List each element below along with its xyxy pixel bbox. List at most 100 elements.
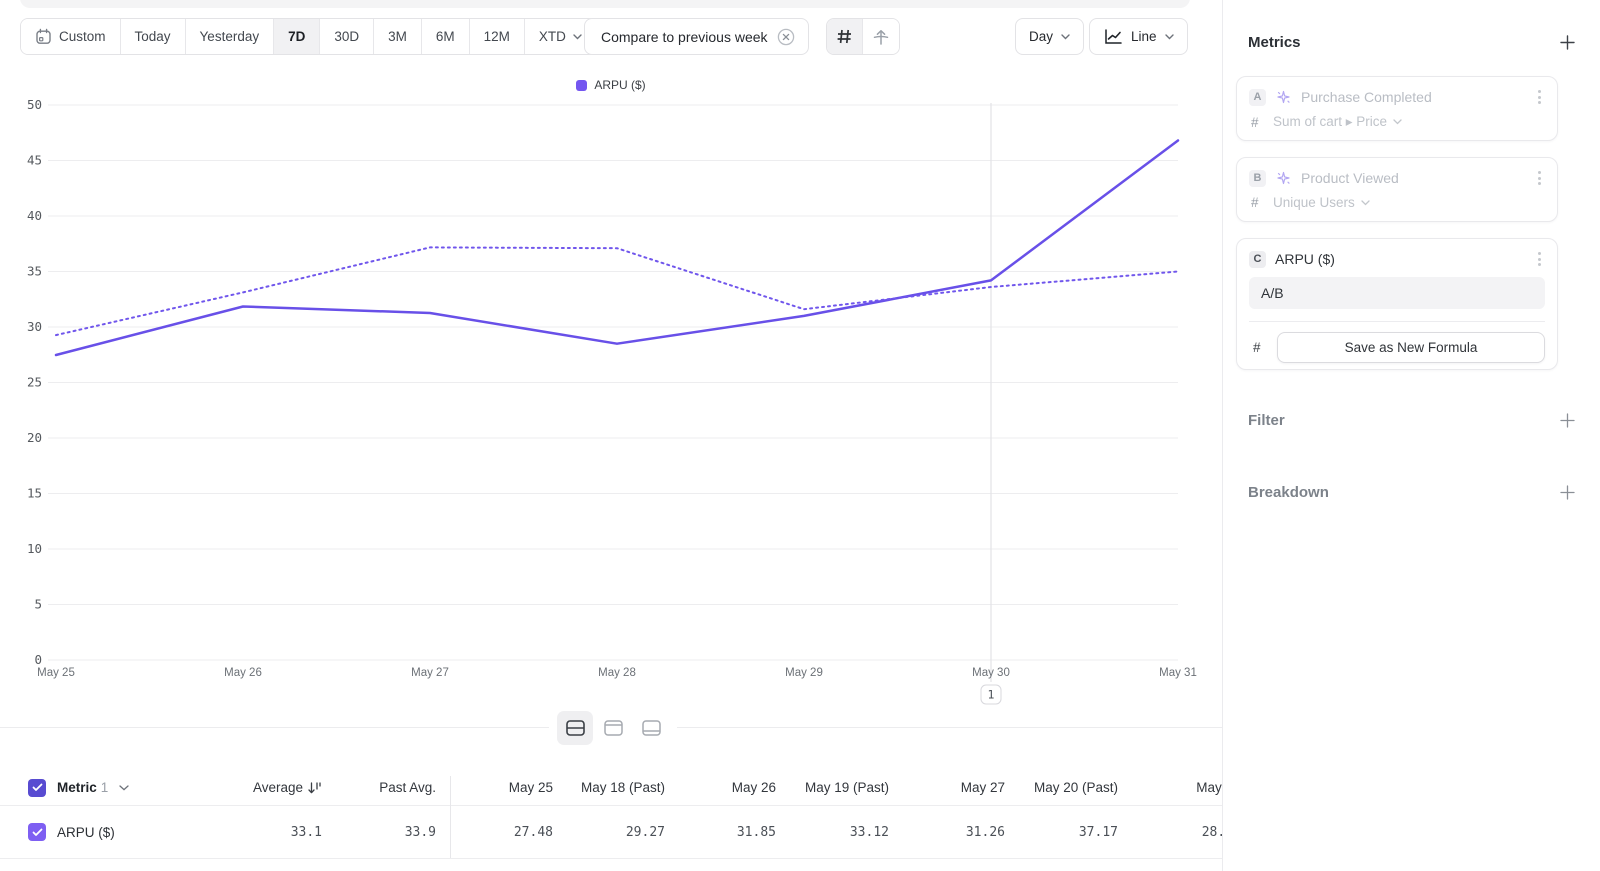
date-range-label: 12M xyxy=(483,29,510,44)
x-axis-tick-label: May 25 xyxy=(37,667,75,679)
date-range-6m[interactable]: 6M xyxy=(421,19,470,54)
column-header-label: Average xyxy=(252,780,303,795)
interval-dropdown[interactable]: Day xyxy=(1015,18,1085,55)
report-main-area: Custom Today Yesterday 7D 30D 3M 6M 12M XTD Comp… xyxy=(0,0,1222,859)
date-range-label: XTD xyxy=(538,29,566,44)
row-metric-label: ARPU ($) xyxy=(57,824,115,840)
measure-hash-icon: # xyxy=(1251,195,1259,210)
measure-dropdown[interactable]: Unique Users xyxy=(1273,195,1370,210)
date-range-today[interactable]: Today xyxy=(120,19,186,54)
date-range-yesterday[interactable]: Yesterday xyxy=(185,19,275,54)
metric-menu-button[interactable] xyxy=(1534,88,1545,106)
table-cell: 29.27 xyxy=(625,824,665,840)
column-header-date[interactable]: May 2 xyxy=(1118,780,1222,795)
remove-compare-icon[interactable] xyxy=(777,28,795,46)
table-header-row: Metric 1 Average Past Avg. May 25 May 18 (Pa… xyxy=(0,770,1222,806)
date-range-custom[interactable]: Custom xyxy=(21,19,121,54)
column-header-average[interactable]: Average xyxy=(218,780,322,795)
measure-dropdown[interactable]: Sum of cart ▸ Price xyxy=(1273,114,1402,130)
column-header-label: May 25 xyxy=(508,780,553,795)
table-cell: 27.48 xyxy=(513,824,553,840)
metric-title: ARPU ($) xyxy=(1275,251,1335,267)
metrics-title: Metrics xyxy=(1248,33,1301,51)
column-header-date[interactable]: May 25 xyxy=(436,780,553,795)
interval-label: Day xyxy=(1029,29,1054,44)
table-cell: 33.1 xyxy=(290,824,322,840)
formula-input[interactable]: A/B xyxy=(1249,277,1545,309)
layout-toggle-group xyxy=(549,709,677,747)
y-axis-tick-label: 20 xyxy=(27,430,42,445)
column-header-date[interactable]: May 18 (Past) xyxy=(553,780,665,795)
metric-header-label: Metric xyxy=(57,780,97,795)
table-cell: 28.5 xyxy=(1201,824,1222,840)
select-all-checkbox[interactable] xyxy=(28,778,46,797)
column-header-label: Past Avg. xyxy=(379,780,436,795)
y-axis-tick-label: 50 xyxy=(27,97,42,112)
column-header-past-avg-[interactable]: Past Avg. xyxy=(322,780,436,795)
metric-card-b[interactable]: B Product Viewed # Unique Users xyxy=(1236,157,1558,222)
date-range-12m[interactable]: 12M xyxy=(469,19,525,54)
gridlines-toggle[interactable] xyxy=(827,19,863,54)
layout-split-button[interactable] xyxy=(557,711,593,745)
metric-menu-button[interactable] xyxy=(1534,169,1545,187)
formula-value: A/B xyxy=(1261,285,1284,301)
x-axis-tick-label: May 27 xyxy=(411,667,449,679)
y-axis-tick-label: 30 xyxy=(27,319,42,334)
layout-table-only-button[interactable] xyxy=(633,711,669,745)
filter-title: Filter xyxy=(1248,411,1285,429)
series-current-line[interactable] xyxy=(54,139,1180,357)
date-range-label: Yesterday xyxy=(199,29,260,44)
table-cell: 33.9 xyxy=(404,824,436,840)
compare-chip[interactable]: Compare to previous week xyxy=(584,18,809,55)
annotation-badge[interactable] xyxy=(980,684,1002,705)
chart-type-dropdown[interactable]: Line xyxy=(1089,18,1188,55)
save-as-new-formula-button[interactable]: Save as New Formula xyxy=(1277,332,1545,363)
chevron-down-icon xyxy=(1164,33,1174,39)
measure-label: Sum of cart ▸ Price xyxy=(1273,114,1388,129)
annotations-toggle[interactable] xyxy=(863,19,899,54)
table-cell: 31.26 xyxy=(965,824,1005,840)
column-header-label: May 27 xyxy=(960,780,1005,795)
series-previous-line[interactable] xyxy=(55,246,1179,337)
collapsed-header-card xyxy=(20,0,1190,8)
column-header-date[interactable]: May 19 (Past) xyxy=(776,780,889,795)
event-sparkle-icon xyxy=(1277,171,1290,184)
chevron-down-icon[interactable] xyxy=(119,784,129,791)
table-cell: 37.17 xyxy=(1078,824,1118,840)
row-checkbox[interactable] xyxy=(28,823,46,841)
measure-label: Unique Users xyxy=(1273,195,1355,210)
legend-label: ARPU ($) xyxy=(594,78,646,92)
breakdown-section-header: Breakdown xyxy=(1248,483,1576,501)
date-range-3m[interactable]: 3M xyxy=(374,19,422,54)
chevron-down-icon xyxy=(573,33,582,39)
metric-card-c[interactable]: C ARPU ($) A/B # Save as New Formula xyxy=(1236,238,1558,370)
x-axis-tick-label: May 29 xyxy=(785,667,823,679)
save-button-label: Save as New Formula xyxy=(1344,340,1478,355)
date-range-7d[interactable]: 7D xyxy=(274,19,321,54)
date-range-30d[interactable]: 30D xyxy=(320,19,375,54)
column-header-label: May 2 xyxy=(1196,780,1222,795)
chart-display-toggle-group xyxy=(826,18,900,55)
layout-chart-only-button[interactable] xyxy=(595,711,631,745)
table-row[interactable]: ARPU ($) 33.1 33.9 27.48 29.27 31.85 33.12 31.… xyxy=(0,806,1222,859)
add-breakdown-button[interactable] xyxy=(1558,483,1576,501)
card-divider xyxy=(1249,321,1545,322)
metric-letter-badge: B xyxy=(1249,169,1266,187)
add-filter-button[interactable] xyxy=(1558,411,1576,429)
column-header-date[interactable]: May 27 xyxy=(889,780,1005,795)
add-metric-button[interactable] xyxy=(1558,33,1576,51)
chevron-down-icon xyxy=(1361,199,1370,205)
y-axis-tick-label: 15 xyxy=(27,486,42,501)
x-axis-tick-label: May 26 xyxy=(224,667,262,679)
metric-menu-button[interactable] xyxy=(1534,250,1545,268)
y-axis-tick-label: 45 xyxy=(27,153,42,168)
column-header-date[interactable]: May 26 xyxy=(665,780,776,795)
annotation-badge-label: 1 xyxy=(988,688,995,702)
layout-table-only-icon xyxy=(641,720,661,736)
line-chart[interactable]: 0 5 10 15 20 25 30 35 40 45 50 1 May 25 May 26 May 27 M… xyxy=(0,0,1222,760)
metrics-table: Metric 1 Average Past Avg. May 25 May 18 (Pa… xyxy=(0,770,1222,859)
metric-card-a[interactable]: A Purchase Completed # Sum of cart ▸ Pri… xyxy=(1236,76,1558,141)
column-header-date[interactable]: May 20 (Past) xyxy=(1005,780,1118,795)
layout-chart-only-icon xyxy=(603,720,623,736)
metrics-section-header: Metrics xyxy=(1248,33,1576,51)
